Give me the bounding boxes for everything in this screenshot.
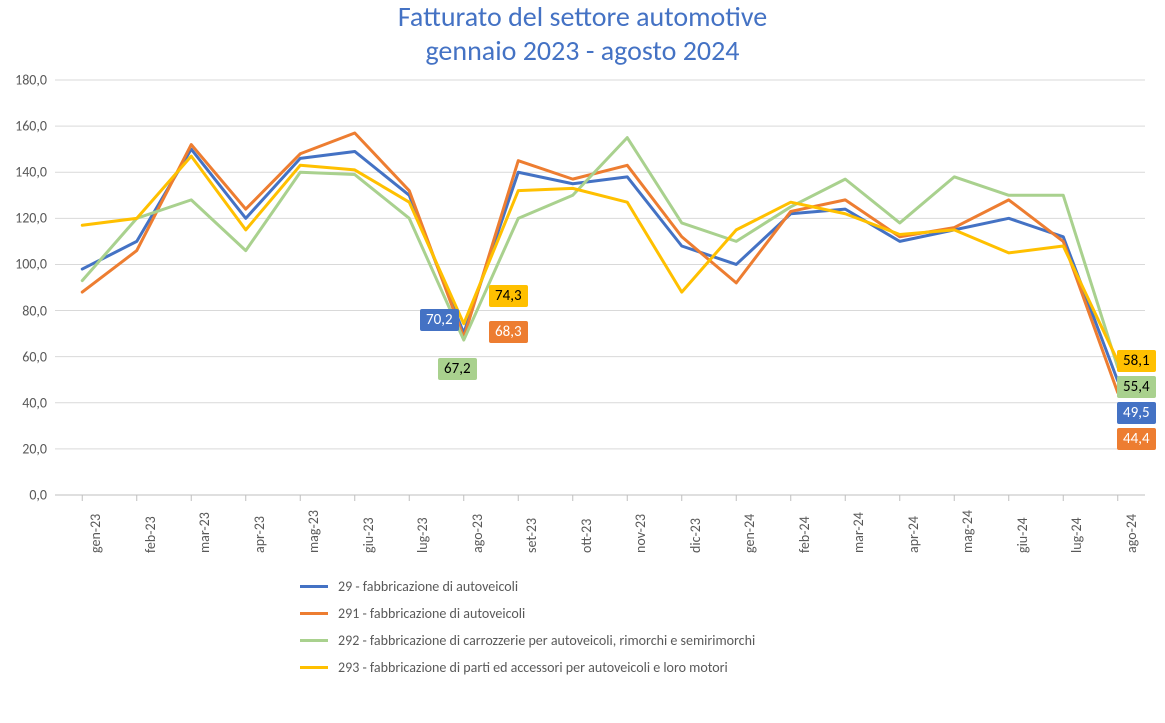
x-tick-label: feb-24 <box>796 516 813 553</box>
x-tick-label: mag-24 <box>959 510 976 553</box>
x-tick-label: ott-23 <box>578 519 595 553</box>
legend-label: 29 - fabbricazione di autoveicoli <box>338 578 518 595</box>
y-tick-label: 0,0 <box>7 487 47 504</box>
data-label: 67,2 <box>438 358 477 380</box>
x-tick-label: apr-24 <box>905 516 922 553</box>
legend-label: 291 - fabbricazione di autoveicoli <box>338 605 525 622</box>
x-tick-label: ago-23 <box>469 514 486 553</box>
series-line <box>82 156 1118 361</box>
x-tick-label: nov-23 <box>632 514 649 553</box>
x-tick-label: ago-24 <box>1123 514 1140 553</box>
x-tick-label: gen-24 <box>741 514 758 553</box>
x-tick-label: apr-23 <box>251 516 268 553</box>
legend-swatch <box>300 612 328 615</box>
legend-swatch <box>300 639 328 642</box>
x-tick-label: mar-24 <box>850 512 867 553</box>
y-tick-label: 60,0 <box>7 348 47 365</box>
y-tick-label: 20,0 <box>7 440 47 457</box>
x-tick-label: gen-23 <box>87 514 104 553</box>
x-tick-label: set-23 <box>523 518 540 553</box>
x-tick-label: feb-23 <box>142 516 159 553</box>
legend-label: 292 - fabbricazione di carrozzerie per a… <box>338 632 755 649</box>
y-tick-label: 100,0 <box>7 256 47 273</box>
x-tick-label: mar-23 <box>196 512 213 553</box>
data-label: 74,3 <box>489 285 528 307</box>
y-tick-label: 120,0 <box>7 210 47 227</box>
x-tick-label: giu-23 <box>360 517 377 553</box>
y-tick-label: 40,0 <box>7 394 47 411</box>
legend-item: 291 - fabbricazione di autoveicoli <box>300 605 1000 622</box>
series-line <box>82 149 1118 381</box>
data-label: 68,3 <box>489 321 528 343</box>
y-tick-label: 80,0 <box>7 302 47 319</box>
x-tick-label: dic-23 <box>687 518 704 553</box>
data-label: 49,5 <box>1117 402 1156 424</box>
data-label: 55,4 <box>1117 376 1156 398</box>
legend-item: 29 - fabbricazione di autoveicoli <box>300 578 1000 595</box>
legend-label: 293 - fabbricazione di parti ed accessor… <box>338 659 728 676</box>
x-tick-label: lug-24 <box>1068 517 1085 553</box>
chart-legend: 29 - fabbricazione di autoveicoli 291 - f… <box>300 578 1000 686</box>
legend-swatch <box>300 666 328 669</box>
data-label: 58,1 <box>1117 350 1156 372</box>
y-tick-label: 160,0 <box>7 118 47 135</box>
data-label: 70,2 <box>420 309 459 331</box>
data-label: 44,4 <box>1117 428 1156 450</box>
chart-container: Fatturato del settore automotive gennaio… <box>0 0 1165 723</box>
y-tick-label: 140,0 <box>7 164 47 181</box>
legend-item: 293 - fabbricazione di parti ed accessor… <box>300 659 1000 676</box>
x-tick-label: mag-23 <box>305 510 322 553</box>
legend-swatch <box>300 585 328 588</box>
y-tick-label: 180,0 <box>7 72 47 89</box>
legend-item: 292 - fabbricazione di carrozzerie per a… <box>300 632 1000 649</box>
x-tick-label: lug-23 <box>414 517 431 553</box>
x-tick-label: giu-24 <box>1014 517 1031 553</box>
